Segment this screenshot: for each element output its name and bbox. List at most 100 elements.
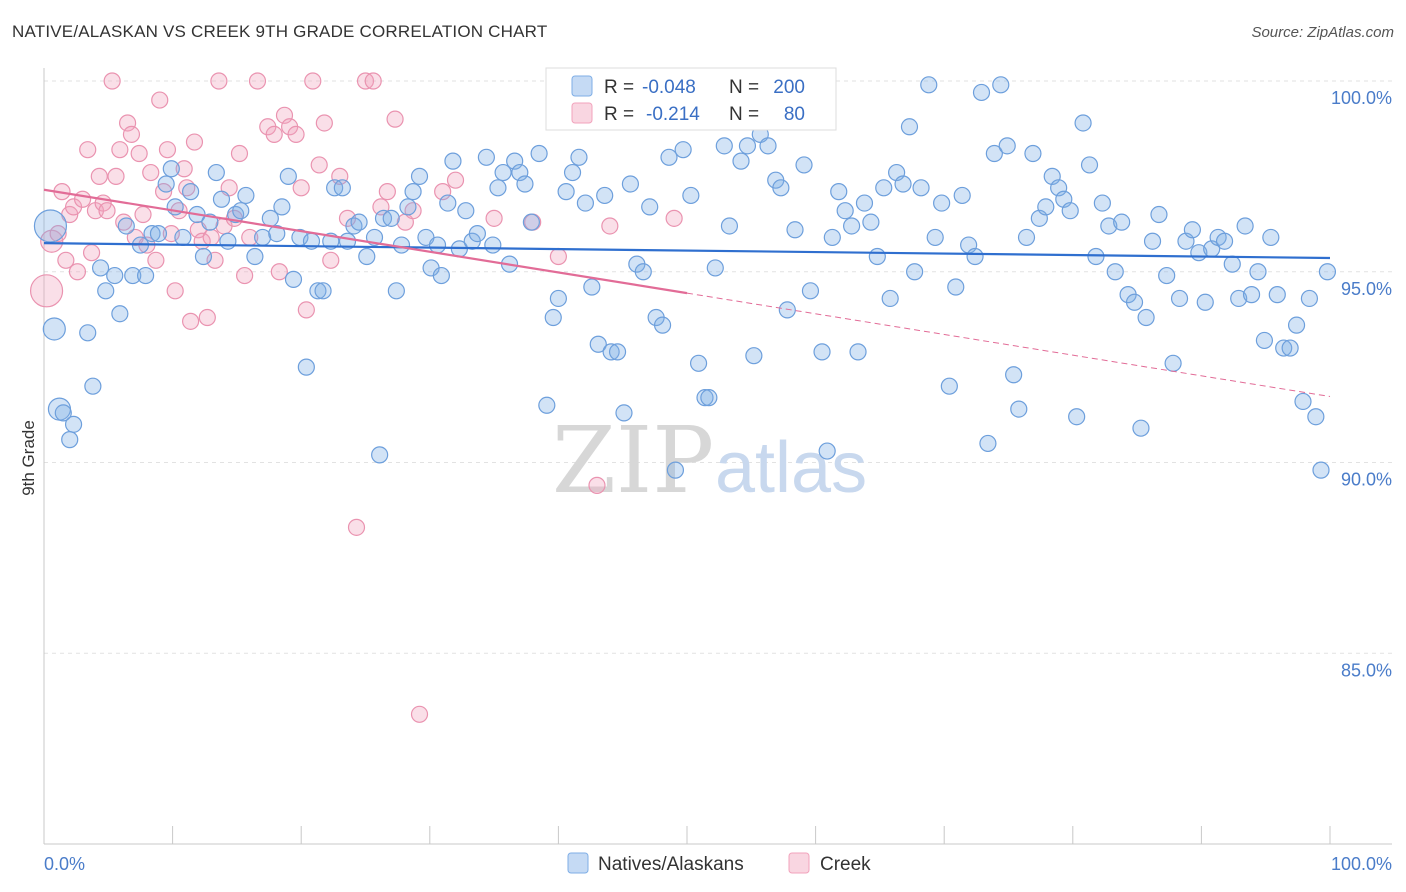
point-natives <box>682 186 700 205</box>
point-natives <box>484 236 502 254</box>
point-creek <box>347 518 366 536</box>
point-natives <box>84 377 102 395</box>
point-natives <box>1093 194 1111 212</box>
point-natives <box>653 316 672 334</box>
point-natives <box>1005 366 1023 384</box>
point-natives <box>979 434 997 453</box>
point-creek <box>79 141 97 159</box>
point-creek <box>364 72 382 90</box>
point-natives <box>732 152 750 170</box>
y-axis-label: 9th Grade <box>19 420 38 496</box>
point-natives <box>641 198 659 216</box>
point-natives <box>42 317 66 341</box>
point-natives <box>136 266 155 285</box>
point-natives <box>444 152 462 170</box>
point-creek <box>304 72 322 90</box>
point-natives <box>912 179 930 197</box>
point-natives <box>143 225 161 243</box>
legend-n-value-creek: 80 <box>784 104 805 125</box>
point-natives <box>926 228 944 247</box>
x-tick-label: 0.0% <box>44 854 85 874</box>
point-creek <box>315 114 333 132</box>
point-natives <box>843 217 861 235</box>
y-tick-labels: 100.0% 95.0% 90.0% 85.0% <box>1331 88 1392 680</box>
bottom-legend-creek: Creek <box>820 854 871 875</box>
point-natives <box>1312 461 1330 479</box>
watermark: ZIP atlas <box>552 407 867 514</box>
point-natives <box>212 190 231 208</box>
point-creek <box>297 301 315 319</box>
point-natives <box>544 308 562 327</box>
point-creek <box>248 72 267 90</box>
point-natives <box>399 198 417 216</box>
point-creek <box>175 160 193 178</box>
point-creek <box>185 133 204 151</box>
bottom-legend-natives: Natives/Alaskans <box>598 854 744 875</box>
point-natives <box>538 396 556 414</box>
point-natives <box>801 282 820 300</box>
point-natives <box>468 225 486 243</box>
point-natives <box>772 179 790 197</box>
trend-line-natives <box>43 242 1331 260</box>
legend-r-value-creek: -0.214 <box>646 104 700 125</box>
point-natives <box>268 225 286 243</box>
y-tick-label: 85.0% <box>1341 660 1392 680</box>
point-creek <box>287 125 305 144</box>
point-creek <box>202 228 220 247</box>
point-natives <box>1215 232 1234 250</box>
point-natives <box>583 278 601 296</box>
point-natives <box>1010 400 1028 418</box>
point-natives <box>1300 289 1319 308</box>
y-tick-label: 100.0% <box>1331 88 1392 108</box>
point-natives <box>1183 221 1201 239</box>
point-natives <box>124 266 142 285</box>
point-natives <box>1307 408 1325 426</box>
stats-legend-box <box>545 67 837 131</box>
point-natives <box>79 324 97 342</box>
point-natives <box>1196 293 1214 311</box>
point-natives <box>608 343 627 361</box>
point-natives <box>549 289 568 308</box>
legend-r-value-natives: -0.048 <box>642 77 696 98</box>
point-natives <box>1287 316 1306 334</box>
point-creek <box>601 217 619 235</box>
watermark-atlas: atlas <box>715 428 867 508</box>
point-natives <box>576 194 595 212</box>
point-creek <box>386 110 404 128</box>
x-tick-labels: 0.0% 100.0% <box>44 854 1392 874</box>
point-natives <box>1158 266 1176 285</box>
point-natives <box>589 335 607 353</box>
point-natives <box>563 163 582 182</box>
point-natives <box>219 232 237 250</box>
point-creek <box>68 263 87 281</box>
series-legend: Natives/Alaskans Creek <box>567 852 871 875</box>
point-natives <box>309 282 327 300</box>
point-natives <box>494 163 512 182</box>
point-creek <box>310 156 328 174</box>
point-natives <box>700 389 718 407</box>
point-natives <box>715 137 733 155</box>
point-natives <box>54 404 72 422</box>
point-natives <box>778 301 796 319</box>
point-creek <box>29 274 64 308</box>
point-natives <box>157 175 175 193</box>
point-natives <box>61 431 79 449</box>
point-natives <box>314 282 332 300</box>
point-natives <box>862 213 880 231</box>
point-natives <box>246 247 264 266</box>
point-natives <box>906 263 924 281</box>
point-natives <box>795 156 813 174</box>
point-natives <box>33 209 68 243</box>
point-creek <box>236 266 254 285</box>
point-natives <box>836 202 854 220</box>
point-natives <box>284 270 303 288</box>
point-creek <box>40 229 64 253</box>
point-creek <box>122 125 141 144</box>
bottom-legend-swatch-natives <box>567 852 589 874</box>
point-natives <box>273 198 291 216</box>
point-natives <box>1170 289 1189 308</box>
axes <box>43 68 1392 845</box>
point-creek <box>410 705 429 723</box>
point-creek <box>270 263 288 281</box>
point-natives <box>207 163 225 182</box>
